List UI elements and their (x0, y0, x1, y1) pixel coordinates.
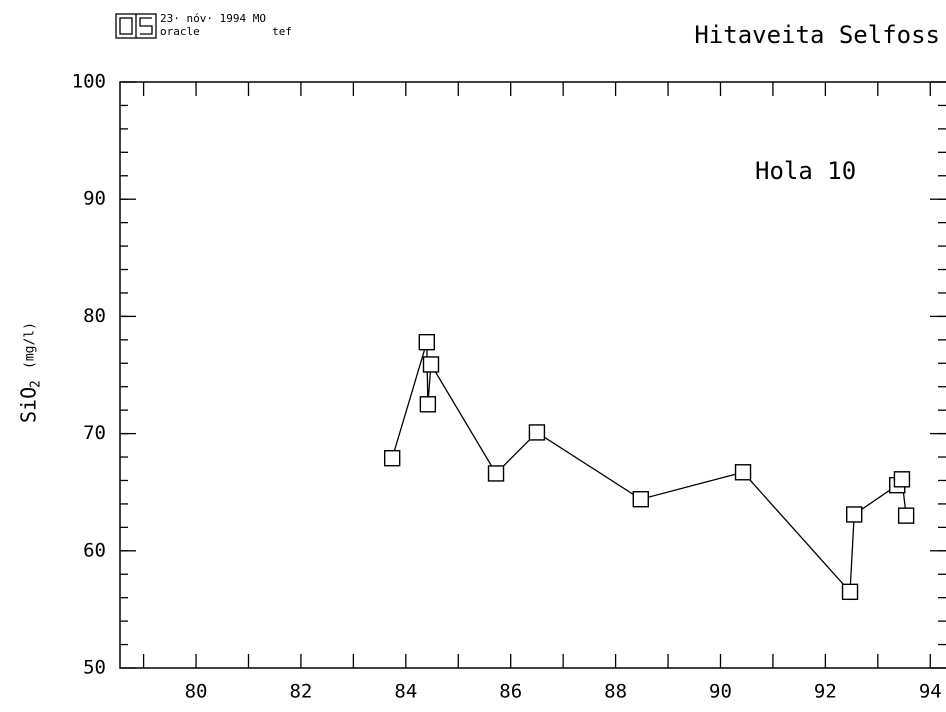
y-tick-label: 60 (83, 539, 106, 561)
y-tick-label: 80 (83, 305, 106, 327)
chart-title: Hitaveita Selfoss (694, 21, 940, 49)
y-tick-label: 50 (83, 657, 106, 679)
marker (418, 333, 435, 351)
marker (383, 450, 401, 467)
y-label-sub: 2 (29, 380, 44, 388)
annotation: Hola 10 (755, 157, 856, 185)
y-axis-label: SiO 2 (mg/l) (17, 322, 44, 423)
marker (846, 506, 863, 523)
marker (893, 471, 911, 488)
y-label-unit: (mg/l) (23, 322, 38, 369)
plot-frame (119, 81, 946, 669)
marker (734, 464, 752, 481)
header-system: oracle (160, 25, 200, 38)
x-tick-label: 88 (604, 681, 627, 703)
logo (115, 13, 157, 39)
marker (422, 356, 440, 373)
x-tick-label: 94 (919, 681, 942, 703)
marker (419, 396, 437, 413)
marker (632, 491, 649, 508)
marker (897, 507, 915, 524)
header-date: 23· nóv· 1994 MO (160, 12, 266, 25)
y-tick-label: 70 (83, 422, 106, 444)
x-tick-label: 92 (814, 681, 837, 703)
x-tick-label: 84 (394, 681, 417, 703)
y-tick-label: 90 (83, 188, 106, 210)
header-user: tef (272, 25, 292, 38)
x-tick-label: 86 (499, 681, 522, 703)
data-line (391, 341, 907, 594)
x-tick-label: 82 (289, 681, 312, 703)
y-tick-label: 100 (72, 71, 106, 93)
marker (487, 465, 505, 482)
marker (528, 424, 546, 441)
y-label-main: SiO (17, 387, 41, 423)
x-tick-label: 80 (185, 681, 208, 703)
marker (841, 583, 859, 601)
x-tick-label: 90 (709, 681, 732, 703)
